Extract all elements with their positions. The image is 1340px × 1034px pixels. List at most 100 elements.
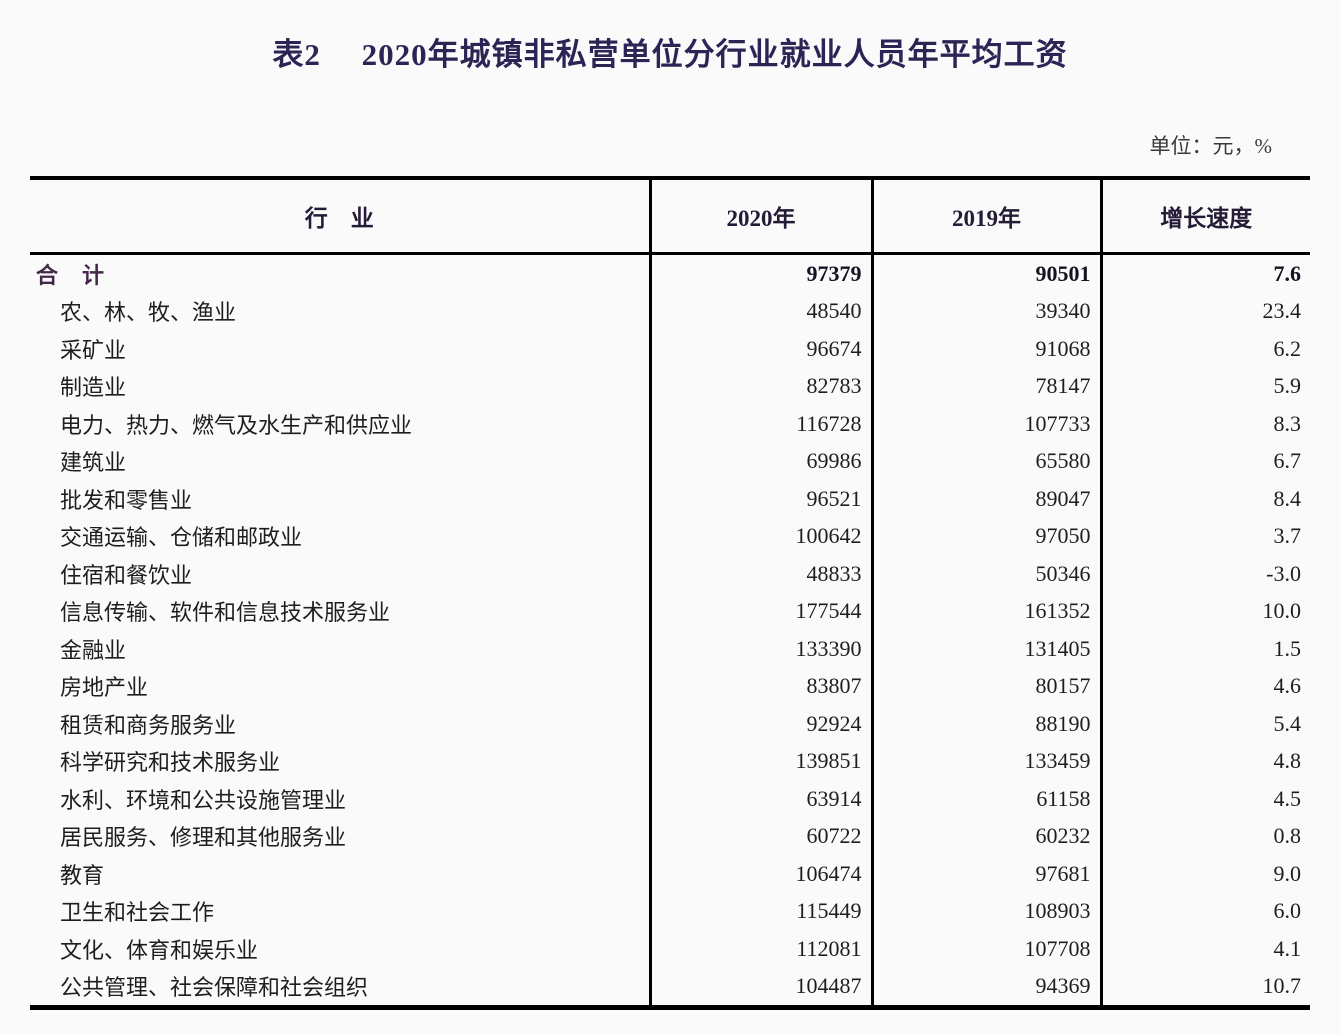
- column-header-industry: 行 业: [30, 178, 650, 255]
- value-2019-cell: 94369: [870, 967, 1101, 1008]
- value-2019-cell: 97050: [870, 517, 1101, 555]
- growth-rate-cell: 6.0: [1099, 892, 1310, 930]
- growth-rate-cell: 0.8: [1099, 817, 1310, 855]
- value-2020-cell: 48833: [648, 555, 872, 593]
- value-2019-cell: 89047: [870, 480, 1101, 518]
- industry-cell: 合 计: [36, 262, 106, 288]
- table-body: 合 计 97379 90501 7.6 农、林、牧、渔业 48540 39340 23.4 采矿…: [30, 253, 1310, 1008]
- industry-cell: 水利、环境和公共设施管理业: [60, 787, 347, 813]
- value-2020-cell: 115449: [648, 892, 872, 930]
- value-2019-cell: 97681: [870, 855, 1101, 893]
- value-2020-cell: 139851: [648, 742, 872, 780]
- column-header-2019: 2019年: [870, 178, 1101, 255]
- industry-cell: 采矿业: [60, 337, 127, 363]
- growth-rate-cell: 4.1: [1099, 930, 1310, 968]
- table-row: 制造业 82783 78147 5.9: [30, 367, 1310, 405]
- value-2020-cell: 96521: [648, 480, 872, 518]
- value-2020-cell: 104487: [648, 967, 872, 1008]
- growth-rate-cell: 7.6: [1099, 253, 1310, 293]
- growth-rate-cell: 5.9: [1099, 367, 1310, 405]
- value-2020-cell: 106474: [648, 855, 872, 893]
- value-2020-cell: 100642: [648, 517, 872, 555]
- value-2020-cell: 83807: [648, 667, 872, 705]
- growth-rate-cell: 4.8: [1099, 742, 1310, 780]
- growth-rate-cell: 6.7: [1099, 442, 1310, 480]
- industry-cell: 住宿和餐饮业: [60, 562, 193, 588]
- table-row: 居民服务、修理和其他服务业 60722 60232 0.8: [30, 817, 1310, 855]
- unit-note: 单位：元，%: [1149, 134, 1273, 158]
- industry-cell: 交通运输、仓储和邮政业: [60, 525, 303, 551]
- growth-rate-cell: 3.7: [1099, 517, 1310, 555]
- growth-rate-cell: 10.7: [1099, 967, 1310, 1008]
- growth-rate-cell: 9.0: [1099, 855, 1310, 893]
- table-row: 交通运输、仓储和邮政业 100642 97050 3.7: [30, 517, 1310, 555]
- value-2019-cell: 50346: [870, 555, 1101, 593]
- growth-rate-cell: -3.0: [1099, 555, 1310, 593]
- value-2019-cell: 90501: [870, 253, 1101, 293]
- industry-cell: 电力、热力、燃气及水生产和供应业: [60, 412, 413, 438]
- growth-rate-cell: 8.3: [1099, 405, 1310, 443]
- header-row: 行 业 2020年 2019年 增长速度: [30, 178, 1310, 255]
- value-2020-cell: 82783: [648, 367, 872, 405]
- table-row: 公共管理、社会保障和社会组织 104487 94369 10.7: [30, 967, 1310, 1008]
- industry-cell: 科学研究和技术服务业: [60, 750, 281, 776]
- industry-cell: 制造业: [60, 375, 127, 401]
- table-row: 科学研究和技术服务业 139851 133459 4.8: [30, 742, 1310, 780]
- growth-rate-cell: 4.5: [1099, 780, 1310, 818]
- table-row: 采矿业 96674 91068 6.2: [30, 330, 1310, 368]
- industry-cell: 农、林、牧、渔业: [60, 300, 237, 326]
- industry-cell: 信息传输、软件和信息技术服务业: [60, 600, 391, 626]
- industry-cell: 教育: [60, 862, 105, 888]
- value-2019-cell: 80157: [870, 667, 1101, 705]
- value-2020-cell: 116728: [648, 405, 872, 443]
- value-2020-cell: 133390: [648, 630, 872, 668]
- growth-rate-cell: 4.6: [1099, 667, 1310, 705]
- value-2020-cell: 177544: [648, 592, 872, 630]
- value-2019-cell: 88190: [870, 705, 1101, 743]
- value-2020-cell: 112081: [648, 930, 872, 968]
- table-row: 租赁和商务服务业 92924 88190 5.4: [30, 705, 1310, 743]
- industry-cell: 居民服务、修理和其他服务业: [60, 825, 347, 851]
- value-2019-cell: 131405: [870, 630, 1101, 668]
- industry-cell: 公共管理、社会保障和社会组织: [60, 975, 369, 1001]
- table-row: 金融业 133390 131405 1.5: [30, 630, 1310, 668]
- table-row: 批发和零售业 96521 89047 8.4: [30, 480, 1310, 518]
- column-header-2020: 2020年: [648, 178, 872, 255]
- table-row: 卫生和社会工作 115449 108903 6.0: [30, 892, 1310, 930]
- table-row: 教育 106474 97681 9.0: [30, 855, 1310, 893]
- value-2019-cell: 78147: [870, 367, 1101, 405]
- industry-cell: 文化、体育和娱乐业: [60, 937, 259, 963]
- table-row: 文化、体育和娱乐业 112081 107708 4.1: [30, 930, 1310, 968]
- value-2019-cell: 65580: [870, 442, 1101, 480]
- column-header-growth: 增长速度: [1099, 178, 1310, 255]
- growth-rate-cell: 10.0: [1099, 592, 1310, 630]
- table-row: 农、林、牧、渔业 48540 39340 23.4: [30, 292, 1310, 330]
- value-2019-cell: 107708: [870, 930, 1101, 968]
- table-row: 住宿和餐饮业 48833 50346 -3.0: [30, 555, 1310, 593]
- value-2019-cell: 133459: [870, 742, 1101, 780]
- value-2020-cell: 69986: [648, 442, 872, 480]
- industry-cell: 批发和零售业: [60, 487, 193, 513]
- industry-cell: 租赁和商务服务业: [60, 712, 237, 738]
- growth-rate-cell: 1.5: [1099, 630, 1310, 668]
- value-2020-cell: 63914: [648, 780, 872, 818]
- value-2020-cell: 97379: [648, 253, 872, 293]
- table-row: 信息传输、软件和信息技术服务业 177544 161352 10.0: [30, 592, 1310, 630]
- table-row: 电力、热力、燃气及水生产和供应业 116728 107733 8.3: [30, 405, 1310, 443]
- growth-rate-cell: 23.4: [1099, 292, 1310, 330]
- value-2019-cell: 107733: [870, 405, 1101, 443]
- table-row: 建筑业 69986 65580 6.7: [30, 442, 1310, 480]
- industry-cell: 房地产业: [60, 675, 149, 701]
- wage-table: 行 业 2020年 2019年 增长速度 合 计 97379 90501 7.6 农、林…: [30, 176, 1310, 1010]
- value-2019-cell: 39340: [870, 292, 1101, 330]
- value-2020-cell: 96674: [648, 330, 872, 368]
- growth-rate-cell: 6.2: [1099, 330, 1310, 368]
- table-row: 水利、环境和公共设施管理业 63914 61158 4.5: [30, 780, 1310, 818]
- table-title: 表2 2020年城镇非私营单位分行业就业人员年平均工资: [272, 37, 1068, 72]
- table-header: 行 业 2020年 2019年 增长速度: [30, 178, 1310, 255]
- industry-cell: 卫生和社会工作: [60, 900, 215, 926]
- value-2019-cell: 91068: [870, 330, 1101, 368]
- value-2020-cell: 48540: [648, 292, 872, 330]
- value-2020-cell: 60722: [648, 817, 872, 855]
